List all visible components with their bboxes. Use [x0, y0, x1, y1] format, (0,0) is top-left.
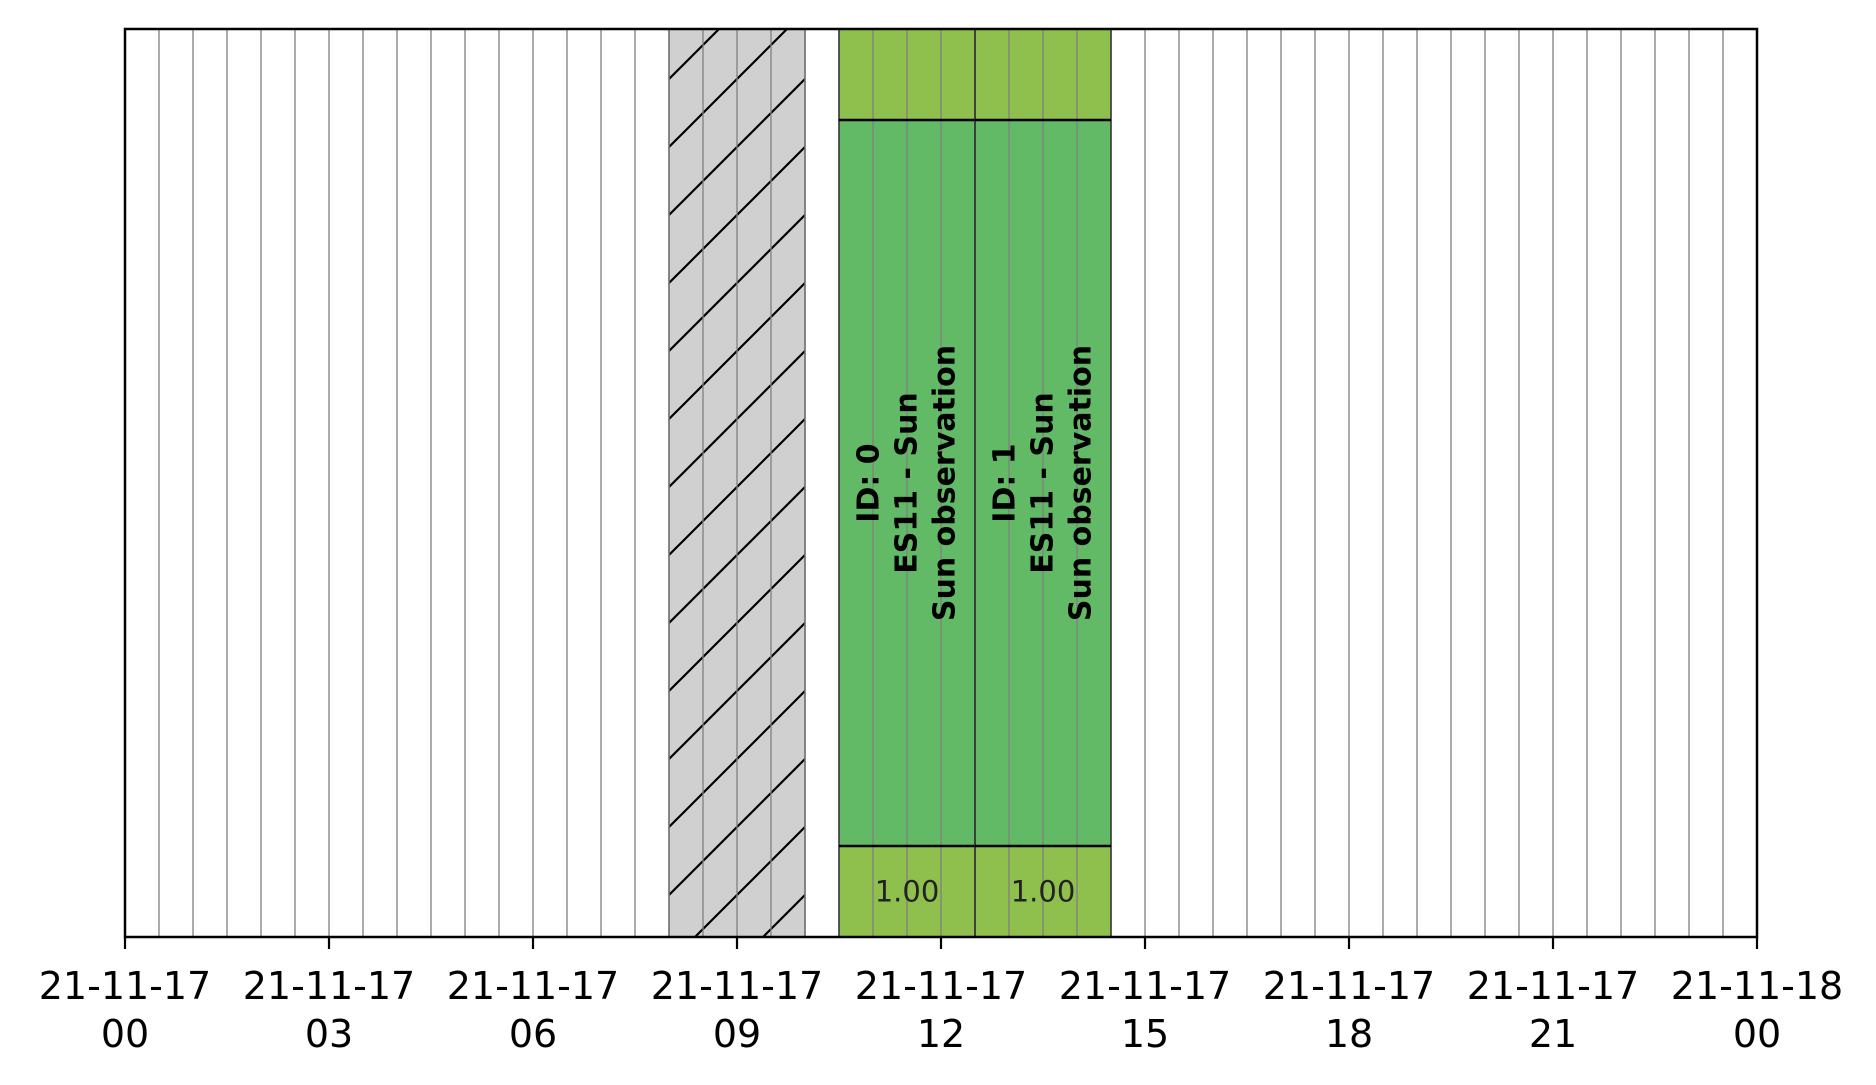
x-tick-label-date: 21-11-18	[1671, 964, 1843, 1008]
x-tick-label-hour: 15	[1121, 1012, 1169, 1056]
x-tick-label-date: 21-11-17	[1059, 964, 1231, 1008]
observation-label-line: ID: 1	[988, 443, 1023, 522]
x-tick-label-hour: 00	[101, 1012, 149, 1056]
observation-label-line: Sun observation	[1064, 345, 1099, 621]
x-axis: 21-11-170021-11-170321-11-170621-11-1709…	[39, 937, 1843, 1056]
x-tick-label-date: 21-11-17	[855, 964, 1027, 1008]
observation-score: 1.00	[875, 875, 940, 909]
observations	[839, 29, 1111, 937]
x-tick-label-hour: 03	[305, 1012, 353, 1056]
x-tick-label-hour: 18	[1325, 1012, 1373, 1056]
x-tick-label-hour: 06	[509, 1012, 557, 1056]
observation-label-line: ES11 - Sun	[890, 392, 925, 574]
x-tick-label-date: 21-11-17	[1263, 964, 1435, 1008]
x-tick-label-date: 21-11-17	[243, 964, 415, 1008]
observation-label-line: Sun observation	[928, 345, 963, 621]
observation-label-line: ID: 0	[852, 443, 887, 522]
x-tick-label-hour: 12	[917, 1012, 965, 1056]
x-tick-label-date: 21-11-17	[39, 964, 211, 1008]
observation-score: 1.00	[1011, 875, 1076, 909]
x-tick-label-date: 21-11-17	[447, 964, 619, 1008]
x-tick-label-hour: 00	[1733, 1012, 1781, 1056]
x-tick-label-hour: 09	[713, 1012, 761, 1056]
grid-lines	[158, 29, 1724, 937]
x-tick-label-hour: 21	[1529, 1012, 1577, 1056]
x-tick-label-date: 21-11-17	[1467, 964, 1639, 1008]
observation-label-line: ES11 - Sun	[1026, 392, 1061, 574]
x-tick-label-date: 21-11-17	[651, 964, 823, 1008]
